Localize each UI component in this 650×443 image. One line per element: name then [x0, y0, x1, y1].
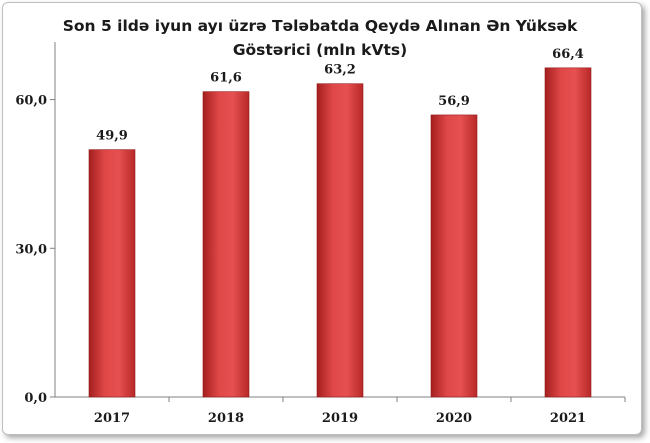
bars — [88, 67, 592, 398]
axes: 0,0 30,0 60,0 — [15, 42, 626, 406]
x-tick-label-2019: 2019 — [322, 411, 358, 426]
data-label-2021: 66,4 — [552, 47, 584, 62]
labels: 49,9 2017 61,6 2018 63,2 2019 56,9 2020 66,4 2021 — [94, 47, 586, 426]
data-label-2017: 49,9 — [96, 129, 128, 144]
y-tick-label: 30,0 — [15, 242, 47, 257]
x-tick-label-2018: 2018 — [208, 411, 244, 426]
data-label-2019: 63,2 — [324, 63, 356, 78]
data-label-2018: 61,6 — [210, 71, 242, 86]
chart-title: Son 5 ildə iyun ayı üzrə Tələbatda Qeydə… — [62, 17, 578, 59]
data-label-2020: 56,9 — [438, 94, 470, 109]
bar-2021 — [544, 67, 592, 398]
bar-2017 — [88, 149, 136, 398]
bar-2018 — [202, 91, 250, 398]
bar-2020 — [430, 114, 478, 398]
x-tick-label-2017: 2017 — [94, 411, 130, 426]
y-tick-label: 60,0 — [15, 94, 47, 109]
x-tick-label-2020: 2020 — [436, 411, 472, 426]
y-tick-label: 0,0 — [24, 391, 47, 406]
x-tick-label-2021: 2021 — [550, 411, 586, 426]
bar-2019 — [316, 83, 364, 398]
